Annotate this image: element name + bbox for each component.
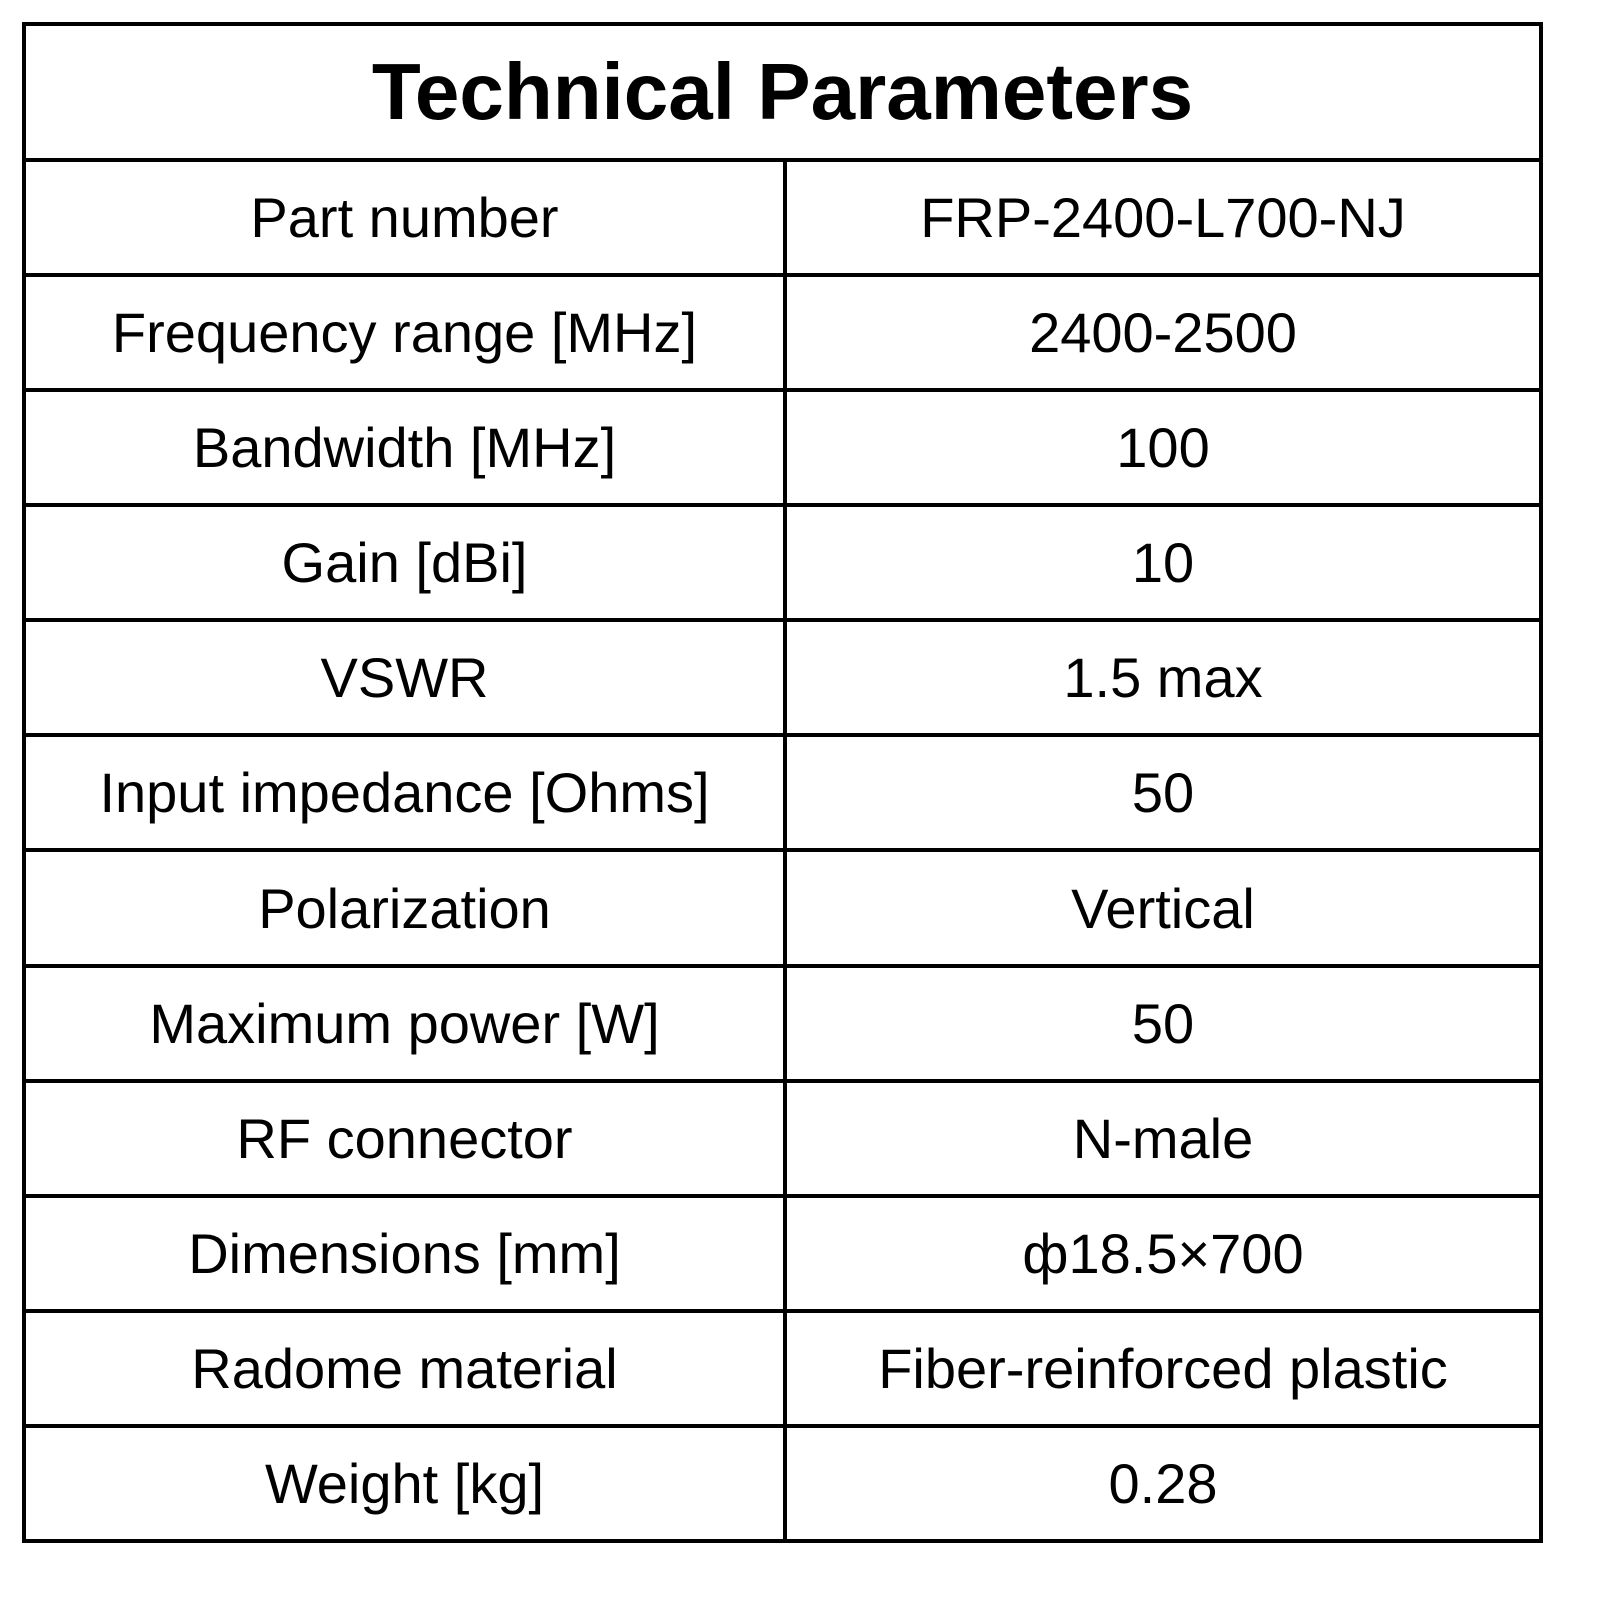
table-row: VSWR 1.5 max (22, 618, 1543, 738)
table-row: Frequency range [MHz] 2400-2500 (22, 273, 1543, 393)
parameter-name: Gain [dBi] (22, 503, 787, 623)
parameters-table: Technical Parameters Part number FRP-2400… (22, 22, 1543, 1544)
parameter-name: RF connector (22, 1078, 787, 1198)
parameter-value: Vertical (783, 848, 1543, 968)
parameter-name: Bandwidth [MHz] (22, 388, 787, 508)
table-row: Radome material Fiber-reinforced plastic (22, 1308, 1543, 1428)
table-row: Gain [dBi] 10 (22, 503, 1543, 623)
parameter-value: 100 (783, 388, 1543, 508)
parameter-name: Input impedance [Ohms] (22, 733, 787, 853)
parameter-value: N-male (783, 1078, 1543, 1198)
parameter-name: Frequency range [MHz] (22, 273, 787, 393)
title-row: Technical Parameters (22, 22, 1543, 162)
parameter-name: Weight [kg] (22, 1423, 787, 1544)
table-row: RF connector N-male (22, 1078, 1543, 1198)
table-body: Part number FRP-2400-L700-NJ Frequency ran… (22, 157, 1543, 1544)
parameter-name: Dimensions [mm] (22, 1193, 787, 1313)
table-row: Polarization Vertical (22, 848, 1543, 968)
table-row: Input impedance [Ohms] 50 (22, 733, 1543, 853)
table-row: Part number FRP-2400-L700-NJ (22, 157, 1543, 278)
parameter-name: Radome material (22, 1308, 787, 1428)
table-row: Bandwidth [MHz] 100 (22, 388, 1543, 508)
parameter-value: 50 (783, 963, 1543, 1083)
parameter-name: Polarization (22, 848, 787, 968)
parameter-value: ф18.5×700 (783, 1193, 1543, 1313)
table-title: Technical Parameters (22, 22, 1543, 162)
parameter-name: Maximum power [W] (22, 963, 787, 1083)
parameter-value: 1.5 max (783, 618, 1543, 738)
table-row: Weight [kg] 0.28 (22, 1423, 1543, 1544)
parameter-name: Part number (22, 157, 787, 278)
table-row: Maximum power [W] 50 (22, 963, 1543, 1083)
parameter-value: 0.28 (783, 1423, 1543, 1544)
parameter-name: VSWR (22, 618, 787, 738)
parameter-value: 50 (783, 733, 1543, 853)
parameter-value: Fiber-reinforced plastic (783, 1308, 1543, 1428)
table-row: Dimensions [mm] ф18.5×700 (22, 1193, 1543, 1313)
parameter-value: 10 (783, 503, 1543, 623)
parameter-value: FRP-2400-L700-NJ (783, 157, 1543, 278)
parameter-value: 2400-2500 (783, 273, 1543, 393)
